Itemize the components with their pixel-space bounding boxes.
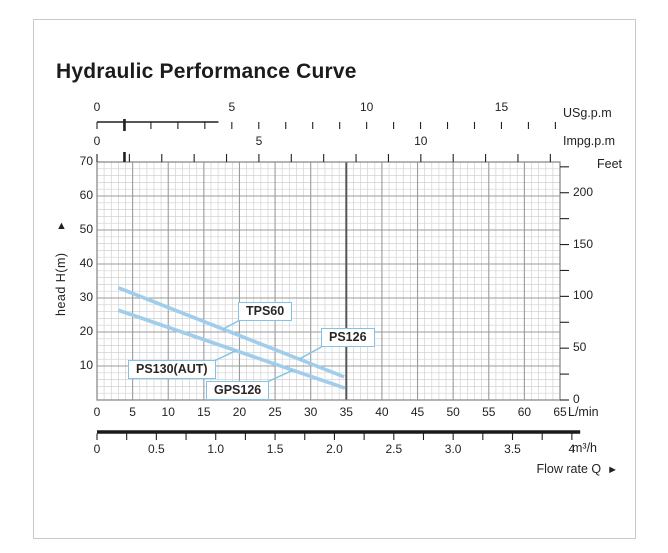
usgpm-axis-label: USg.p.m: [563, 106, 612, 120]
lmin-tick-label: 0: [93, 405, 101, 419]
head-tick-label: 50: [79, 222, 93, 236]
callout-leader-gps126: [266, 369, 294, 383]
curve-label-tps60: TPS60: [238, 302, 293, 321]
m3h-tick-label: 1.5: [266, 442, 284, 456]
lmin-tick-label: 60: [517, 405, 532, 419]
performance-curve-ps130-aut-gps126: [117, 308, 346, 390]
m3h-tick-label: 0.5: [148, 442, 165, 456]
m3h-tick-label: 4: [568, 442, 576, 456]
lmin-axis-label: L/min: [568, 405, 599, 419]
curve-label-ps126: PS126: [321, 328, 375, 347]
lmin-tick-label: 55: [482, 405, 496, 419]
lmin-tick-label: 20: [232, 405, 247, 419]
feet-tick-label: 200: [573, 184, 594, 199]
lmin-tick-label: 25: [268, 405, 282, 419]
m3h-tick-label: 3.0: [444, 442, 462, 456]
head-tick-label: 40: [79, 256, 93, 270]
m3h-tick-label: 1.0: [207, 442, 225, 456]
lmin-tick-label: 40: [375, 405, 389, 419]
m3h-tick-label: 0: [93, 442, 101, 456]
feet-tick-label: 100: [573, 288, 594, 303]
head-tick-label: 60: [79, 188, 93, 202]
m3h-tick-label: 3.5: [504, 442, 521, 456]
usgpm-tick-label: 5: [228, 100, 236, 114]
lmin-tick-label: 45: [410, 405, 425, 419]
impgpm-tick-label: 10: [414, 134, 428, 148]
usgpm-tick-label: 10: [359, 100, 374, 114]
impgpm-tick-label: 0: [93, 134, 101, 148]
callout-leader-ps126: [298, 345, 324, 360]
lmin-tick-label: 10: [161, 405, 175, 419]
head-axis-label: head H(m): [54, 252, 68, 316]
callout-leader-tps60: [222, 319, 241, 330]
feet-axis-label: Feet: [597, 157, 623, 171]
impgpm-axis-label: Impg.p.m: [563, 134, 616, 148]
flow-rate-right-arrow-icon: ►: [607, 464, 618, 476]
lmin-tick-label: 35: [339, 405, 353, 419]
head-tick-label: 30: [79, 290, 93, 304]
lmin-tick-label: 30: [304, 405, 318, 419]
lmin-tick-label: 15: [197, 405, 211, 419]
lmin-tick-label: 65: [553, 405, 567, 419]
flow-rate-text: Flow rate Q: [536, 462, 602, 476]
plot-border: [96, 161, 561, 401]
flow-rate-axis-label: Flow rate Q ►: [487, 462, 619, 476]
callout-leader-ps130-aut-: [213, 349, 237, 362]
head-tick-label: 70: [79, 154, 93, 168]
curve-label-gps126: GPS126: [206, 381, 270, 400]
m3h-tick-label: 2.0: [326, 442, 343, 456]
head-tick-label: 10: [79, 358, 93, 372]
feet-tick-label: 50: [573, 340, 587, 355]
performance-curve-tps60-ps126: [117, 286, 345, 379]
usgpm-tick-label: 15: [494, 100, 509, 114]
feet-tick-label: 0: [573, 392, 580, 406]
lmin-tick-label: 50: [446, 405, 460, 419]
feet-tick-label: 150: [573, 236, 594, 251]
m3h-axis-label: m³/h: [572, 441, 597, 455]
chart-title: Hydraulic Performance Curve: [56, 60, 357, 83]
head-axis-up-arrow-icon: ▲: [56, 220, 67, 232]
m3h-tick-label: 2.5: [385, 442, 403, 456]
curve-label-ps130aut: PS130(AUT): [128, 360, 216, 379]
impgpm-tick-label: 5: [255, 134, 263, 148]
head-tick-label: 20: [79, 324, 93, 338]
usgpm-tick-label: 0: [93, 100, 101, 114]
figure-frame: [33, 19, 636, 539]
lmin-tick-label: 5: [129, 405, 136, 419]
